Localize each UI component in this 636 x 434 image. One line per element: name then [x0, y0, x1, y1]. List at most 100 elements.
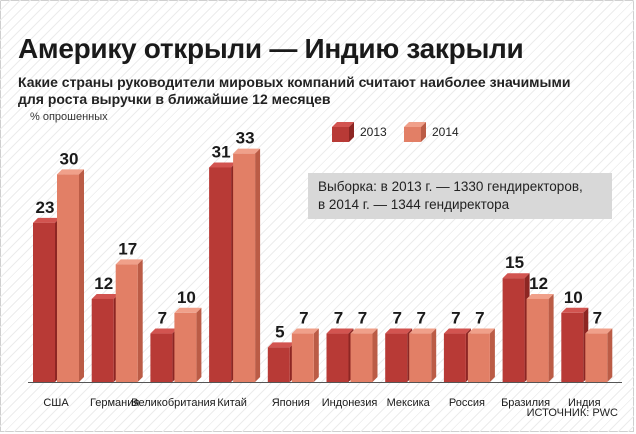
bar-side-face [255, 148, 261, 382]
bar-front-face [467, 333, 490, 382]
bar-side-face [431, 328, 437, 382]
data-label-2013-6: 7 [334, 309, 343, 328]
legend-item-2013: 2013 [332, 122, 387, 142]
bar-top-face [385, 328, 413, 334]
bar-side-face [489, 328, 495, 382]
bar-2014-3 [174, 307, 202, 382]
bar-top-face [209, 162, 237, 168]
bar-front-face [585, 333, 608, 382]
bar-front-face [150, 333, 173, 382]
category-label-1: США [43, 397, 69, 409]
bar-2013-10 [561, 307, 589, 382]
bar-side-face [372, 328, 378, 382]
bar-top-face [33, 217, 60, 223]
bar-2013-2 [91, 293, 119, 382]
bar-top-face [502, 273, 530, 279]
bar-2013-4 [209, 162, 237, 382]
bar-top-face [561, 307, 589, 313]
category-label-4: Китай [217, 397, 247, 409]
bar-front-face [33, 222, 55, 382]
sample-note-box: Выборка: в 2013 г. — 1330 гендиректоров,… [308, 173, 612, 219]
bar-2014-6 [350, 328, 378, 382]
bar-front-face [91, 298, 114, 382]
chart-subtitle: Какие страны руководители мировых компан… [18, 74, 571, 107]
legend-label-2014: 2014 [432, 125, 459, 139]
bar-top-face [409, 328, 437, 334]
bar-front-face [57, 174, 79, 382]
legend-label-2013: 2013 [360, 125, 387, 139]
data-label-2014-4: 33 [236, 129, 255, 148]
bar-top-face [350, 328, 378, 334]
category-label-10: Индия [568, 397, 601, 409]
bar-top-face [57, 169, 84, 175]
bar-2014-2 [115, 259, 143, 382]
bar-2014-9 [526, 293, 554, 382]
legend-item-2014: 2014 [404, 122, 459, 142]
bar-top-face [326, 328, 354, 334]
source-label: ИСТОЧНИК: PWC [526, 407, 618, 419]
data-label-2014-2: 17 [118, 239, 137, 258]
bar-top-face [585, 328, 613, 334]
data-label-2013-2: 12 [94, 274, 113, 293]
bar-top-face [115, 259, 143, 265]
bar-2014-10 [585, 328, 613, 382]
bar-side-face [607, 328, 613, 382]
bar-top-face [526, 293, 554, 299]
bar-2014-7 [409, 328, 437, 382]
bar-side-face [196, 307, 202, 382]
category-label-8: Россия [449, 397, 485, 409]
bar-2014-5 [291, 328, 319, 382]
data-label-2014-8: 7 [475, 309, 484, 328]
chart-title: Америку открыли — Индию закрыли [18, 33, 524, 64]
data-label-2013-4: 31 [212, 142, 231, 161]
data-label-2013-1: 23 [36, 198, 55, 217]
unit-label: % опрошенных [30, 111, 108, 123]
data-label-2013-9: 15 [505, 253, 524, 272]
sample-note-line1: Выборка: в 2013 г. — 1330 гендиректоров, [318, 179, 583, 194]
category-label-3: Великобритания [131, 397, 216, 409]
bar-front-face [291, 333, 314, 382]
bar-front-face [409, 333, 432, 382]
bar-2013-6 [326, 328, 354, 382]
bar-front-face [209, 167, 232, 382]
category-label-9: Бразилия [501, 397, 550, 409]
bar-side-face [79, 169, 84, 382]
bar-front-face [233, 153, 256, 382]
bar-top-face [150, 328, 178, 334]
data-label-2014-6: 7 [358, 309, 367, 328]
bar-top-face [174, 307, 202, 313]
bar-front-face [502, 278, 525, 382]
bar-top-face [91, 293, 119, 299]
bar-front-face [385, 333, 408, 382]
bar-front-face [526, 298, 549, 382]
data-label-2014-9: 12 [529, 274, 548, 293]
data-label-2013-10: 10 [564, 288, 583, 307]
bar-2013-9 [502, 273, 530, 382]
bar-front-face [267, 347, 290, 382]
legend-swatch-2013 [332, 122, 354, 142]
category-label-5: Япония [272, 397, 310, 409]
bar-front-face [561, 312, 584, 382]
bar-side-face [548, 293, 554, 382]
bar-2013-7 [385, 328, 413, 382]
bar-side-face [313, 328, 319, 382]
bar-top-face [233, 148, 261, 154]
bar-front-face [115, 264, 138, 382]
bar-top-face [443, 328, 471, 334]
bar-2014-4 [233, 148, 261, 382]
data-label-2014-7: 7 [416, 309, 425, 328]
data-label-2013-7: 7 [392, 309, 401, 328]
bar-2013-1 [33, 217, 60, 382]
bar-front-face [350, 333, 373, 382]
category-label-7: Мексика [387, 397, 431, 409]
bar-top-face [467, 328, 495, 334]
data-label-2013-5: 5 [275, 322, 284, 341]
data-label-2014-3: 10 [177, 288, 196, 307]
category-label-2: Германия [90, 397, 139, 409]
data-label-2013-8: 7 [451, 309, 460, 328]
data-label-2014-1: 30 [60, 149, 79, 168]
data-label-2014-5: 7 [299, 309, 308, 328]
bar-2014-1 [57, 169, 84, 382]
category-label-6: Индонезия [322, 397, 378, 409]
